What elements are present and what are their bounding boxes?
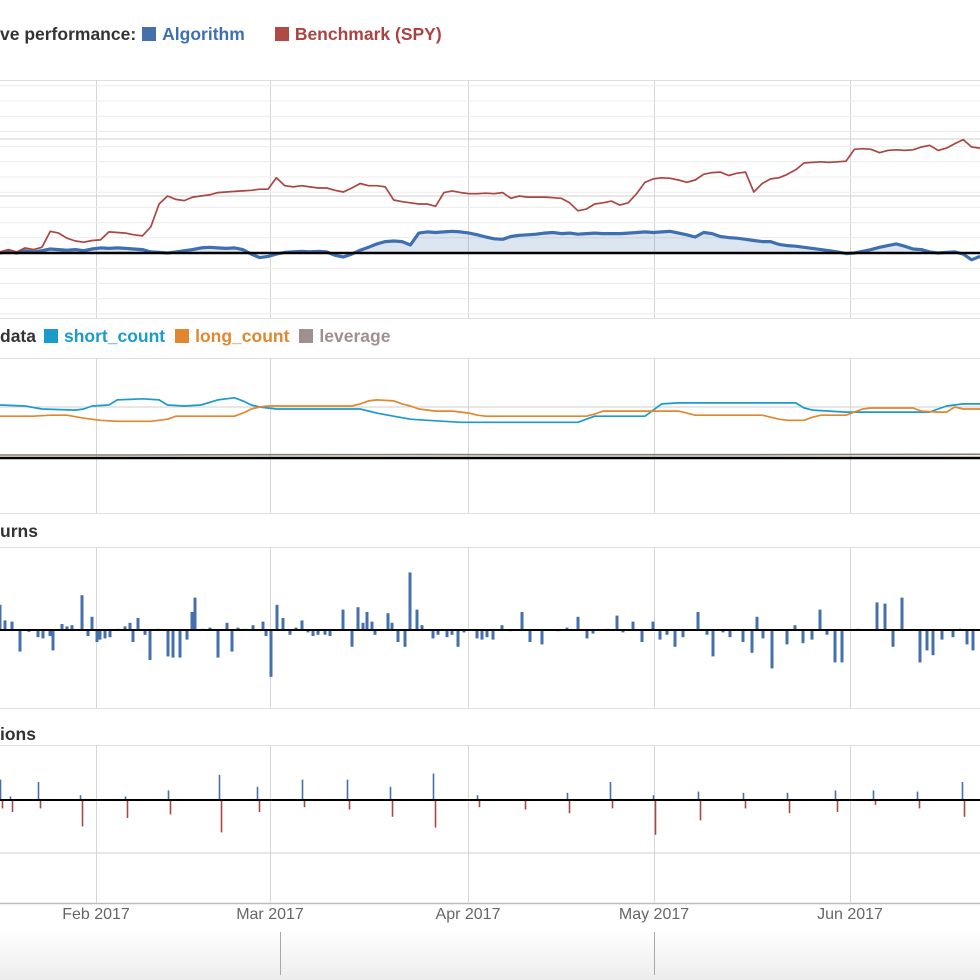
leverage-swatch-icon: [299, 329, 314, 343]
transactions-header: ions: [0, 721, 36, 747]
range-navigator[interactable]: [0, 930, 980, 980]
navigator-tick: [654, 932, 655, 975]
short-count-swatch-icon: [43, 329, 58, 343]
legend-item-long-count[interactable]: long_count: [175, 326, 289, 347]
long-count-swatch-icon: [175, 329, 190, 343]
legend-label-leverage: leverage: [319, 325, 391, 346]
cumulative-performance-chart[interactable]: [0, 80, 980, 319]
custom-data-header: data short_count long_count leverage: [0, 323, 390, 349]
performance-legend: Algorithm Benchmark (SPY): [142, 24, 442, 45]
returns-chart[interactable]: [0, 547, 980, 709]
legend-label-short-count: short_count: [63, 325, 166, 346]
custom-data-chart[interactable]: [0, 358, 980, 514]
transactions-title: ions: [0, 723, 36, 744]
benchmark-swatch-icon: [274, 27, 289, 41]
cumulative-performance-title: ve performance:: [0, 23, 137, 44]
transactions-chart[interactable]: [0, 745, 980, 905]
navigator-tick: [280, 932, 281, 975]
returns-title: urns: [0, 520, 38, 541]
legend-item-leverage[interactable]: leverage: [299, 326, 390, 347]
legend-label-long-count: long_count: [195, 325, 290, 346]
legend-item-benchmark[interactable]: Benchmark (SPY): [274, 23, 442, 45]
legend-label-algorithm: Algorithm: [162, 23, 245, 44]
x-axis-label-may: May 2017: [618, 906, 690, 923]
custom-data-title: data: [0, 325, 36, 346]
x-axis-label-feb: Feb 2017: [62, 906, 130, 923]
legend-item-short-count[interactable]: short_count: [43, 325, 166, 347]
cumulative-performance-header: ve performance: Algorithm Benchmark (SPY…: [0, 20, 442, 48]
legend-item-algorithm[interactable]: Algorithm: [142, 24, 245, 45]
x-axis-label-jun: Jun 2017: [817, 906, 883, 923]
returns-header: urns: [0, 518, 38, 544]
algorithm-swatch-icon: [142, 27, 157, 41]
custom-data-legend: short_count long_count leverage: [43, 325, 390, 347]
legend-label-benchmark: Benchmark (SPY): [294, 23, 442, 44]
x-axis-label-apr: Apr 2017: [435, 906, 501, 923]
x-axis-label-mar: Mar 2017: [236, 906, 304, 923]
